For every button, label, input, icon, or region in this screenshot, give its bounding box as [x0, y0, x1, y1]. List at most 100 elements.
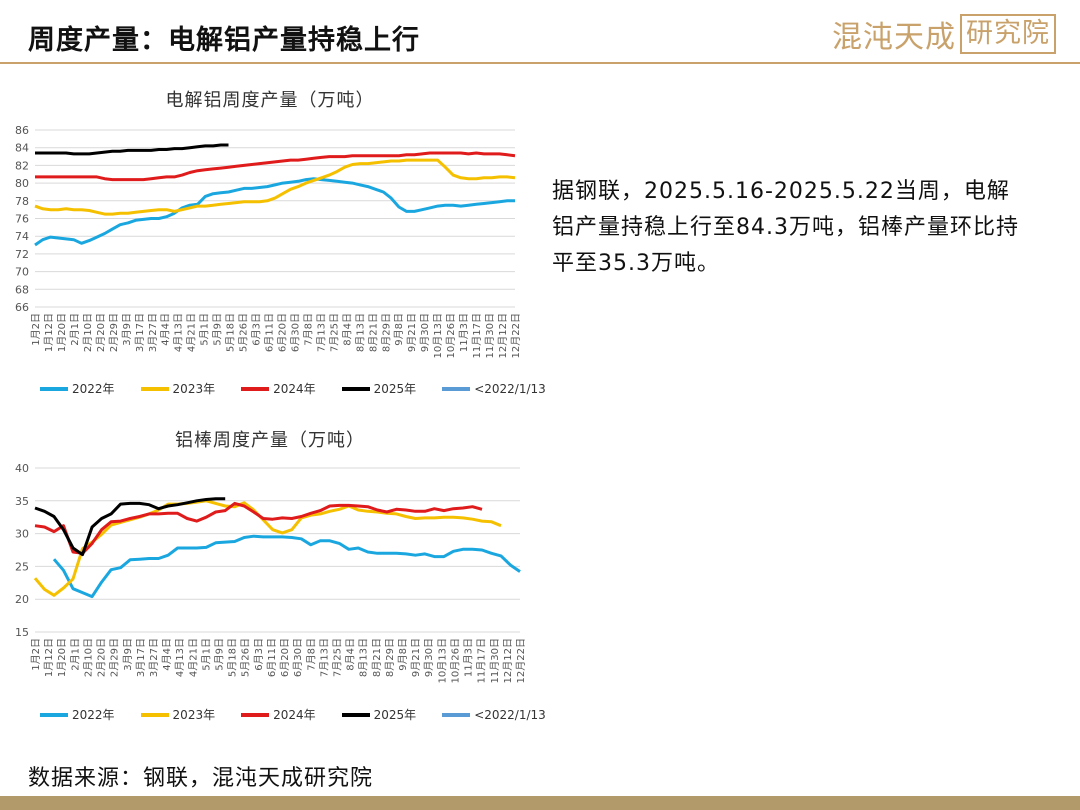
- x-tick-label: 2月29日: [109, 638, 121, 677]
- x-tick-label: 3月9日: [121, 313, 133, 346]
- x-tick-label: 6月30日: [292, 638, 304, 677]
- x-tick-label: 5月26日: [238, 313, 250, 352]
- legend-item: <2022/1/13: [442, 708, 546, 722]
- x-tick-label: 10月26日: [449, 638, 461, 683]
- legend-label: 2023年: [172, 708, 216, 722]
- x-tick-label: 5月9日: [214, 638, 226, 671]
- x-tick-label: 4月4日: [160, 313, 172, 346]
- legend-item: 2024年: [241, 380, 316, 397]
- y-tick-label: 66: [15, 301, 29, 314]
- x-tick-label: 2月29日: [108, 313, 120, 352]
- x-tick-label: 2月20日: [95, 313, 107, 352]
- x-tick-label: 6月11日: [266, 638, 278, 677]
- legend-swatch: [442, 712, 471, 717]
- legend-item: 2024年: [241, 706, 316, 723]
- y-tick-label: 84: [15, 142, 29, 155]
- x-tick-label: 1月2日: [30, 313, 42, 346]
- x-tick-label: 7月13日: [318, 638, 330, 677]
- x-tick-label: 10月13日: [432, 313, 444, 358]
- x-tick-label: 9月21日: [410, 638, 422, 677]
- legend-item: 2023年: [140, 380, 216, 397]
- brand-logo: 混沌天成 研究院: [832, 12, 1056, 56]
- series-line-2025年: [35, 143, 229, 156]
- x-tick-label: 5月1日: [200, 638, 212, 671]
- x-tick-label: 8月13日: [358, 638, 370, 677]
- x-tick-label: 2月10日: [82, 313, 94, 352]
- legend-swatch: [40, 712, 68, 717]
- y-tick-label: 20: [15, 593, 29, 606]
- legend-swatch: [140, 386, 169, 391]
- legend-label: <2022/1/13: [474, 381, 546, 396]
- x-tick-label: 12月12日: [502, 638, 514, 683]
- x-tick-label: 2月10日: [82, 638, 94, 677]
- legend-label: 2024年: [273, 708, 316, 722]
- x-tick-label: 12月12日: [497, 313, 509, 358]
- x-tick-label: 8月21日: [371, 638, 383, 677]
- x-tick-label: 9月30日: [419, 313, 431, 352]
- legend-label: 2023年: [172, 382, 216, 396]
- chart-title: 铝棒周度产量（万吨）: [175, 430, 365, 451]
- legend-item: 2023年: [140, 706, 216, 723]
- chart-title: 电解铝周度产量（万吨）: [165, 90, 375, 111]
- series-line-2022年: [52, 534, 521, 599]
- legend-swatch: [341, 386, 370, 391]
- x-tick-label: 1月20日: [56, 638, 68, 677]
- x-tick-label: 10月26日: [445, 313, 457, 358]
- legend-item: 2022年: [40, 706, 115, 723]
- x-tick-label: 5月18日: [227, 638, 239, 677]
- x-tick-label: 9月30日: [423, 638, 435, 677]
- x-tick-label: 11月3日: [463, 638, 475, 677]
- x-tick-label: 5月26日: [240, 638, 252, 677]
- legend-label: 2022年: [72, 382, 115, 396]
- header-divider: [0, 62, 1080, 64]
- y-tick-label: 68: [15, 283, 29, 296]
- y-tick-label: 74: [15, 230, 29, 243]
- x-tick-label: 8月29日: [380, 313, 392, 352]
- y-tick-label: 80: [15, 177, 29, 190]
- x-tick-label: 7月13日: [315, 313, 327, 352]
- series-line-2022年: [34, 177, 515, 247]
- x-tick-label: 11月3日: [458, 313, 470, 352]
- x-tick-label: 6月20日: [279, 638, 291, 677]
- x-tick-label: 6月30日: [289, 313, 301, 352]
- x-tick-label: 6月3日: [253, 638, 265, 671]
- x-tick-label: 3月27日: [147, 313, 159, 352]
- rod-chart-plot: 15 20 25 30 35 40 1月2日 1月12日 1月20日 2月1日 2月10日 2月20日…: [15, 462, 527, 683]
- legend-label: <2022/1/13: [474, 707, 546, 722]
- x-tick-label: 3月17日: [134, 313, 146, 352]
- logo-text: 混沌天成: [832, 20, 956, 55]
- legend-swatch: [241, 386, 270, 391]
- x-tick-label: 11月17日: [471, 313, 483, 358]
- legend-swatch: [40, 386, 68, 391]
- legend-label: 2025年: [373, 708, 417, 722]
- x-tick-label: 9月21日: [406, 313, 418, 352]
- legend-item: 2025年: [341, 380, 416, 397]
- legend-label: 2024年: [273, 382, 316, 396]
- commentary-text: 据钢联，2025.5.16-2025.5.22当周，电解铝产量持稳上行至84.3…: [552, 179, 1019, 276]
- x-tick-label: 6月3日: [251, 313, 263, 346]
- x-tick-label: 10月13日: [436, 638, 448, 683]
- x-tick-label: 12月22日: [515, 638, 527, 683]
- x-tick-label: 2月20日: [96, 638, 108, 677]
- page-title: 周度产量：电解铝产量持稳上行: [28, 25, 420, 56]
- legend-swatch: [140, 712, 169, 717]
- x-tick-label: 7月25日: [331, 638, 343, 677]
- x-tick-label: 4月21日: [186, 313, 198, 352]
- x-tick-label: 8月13日: [354, 313, 366, 352]
- legend-label: 2022年: [72, 708, 115, 722]
- series-line-2023年: [34, 158, 516, 216]
- legend-swatch: [241, 712, 270, 717]
- x-tick-label: 2月1日: [69, 313, 81, 346]
- data-source-note: 数据来源：钢联，混沌天成研究院: [28, 766, 374, 791]
- x-tick-label: 3月17日: [135, 638, 147, 677]
- x-tick-label: 3月9日: [122, 638, 134, 671]
- logo-boxed-text: 研究院: [960, 14, 1056, 54]
- x-tick-label: 12月22日: [510, 313, 522, 358]
- y-tick-label: 70: [15, 266, 29, 279]
- y-tick-label: 30: [15, 528, 29, 541]
- x-tick-label: 11月17日: [476, 638, 488, 683]
- x-tick-label: 5月18日: [225, 313, 237, 352]
- x-tick-label: 3月27日: [148, 638, 160, 677]
- x-tick-label: 4月13日: [174, 638, 186, 677]
- chart-legend: 2022年 2023年 2024年 2025年 <2022/1/13: [40, 380, 546, 397]
